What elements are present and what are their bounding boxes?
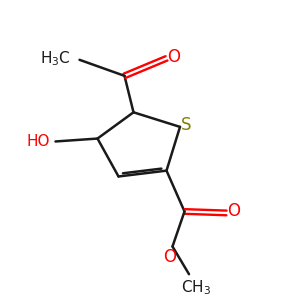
Text: O: O: [167, 48, 181, 66]
Text: S: S: [181, 116, 192, 134]
Text: CH$_3$: CH$_3$: [182, 279, 212, 297]
Text: O: O: [227, 202, 241, 220]
Text: O: O: [163, 248, 176, 266]
Text: HO: HO: [26, 134, 50, 149]
Text: H$_3$C: H$_3$C: [40, 49, 70, 68]
